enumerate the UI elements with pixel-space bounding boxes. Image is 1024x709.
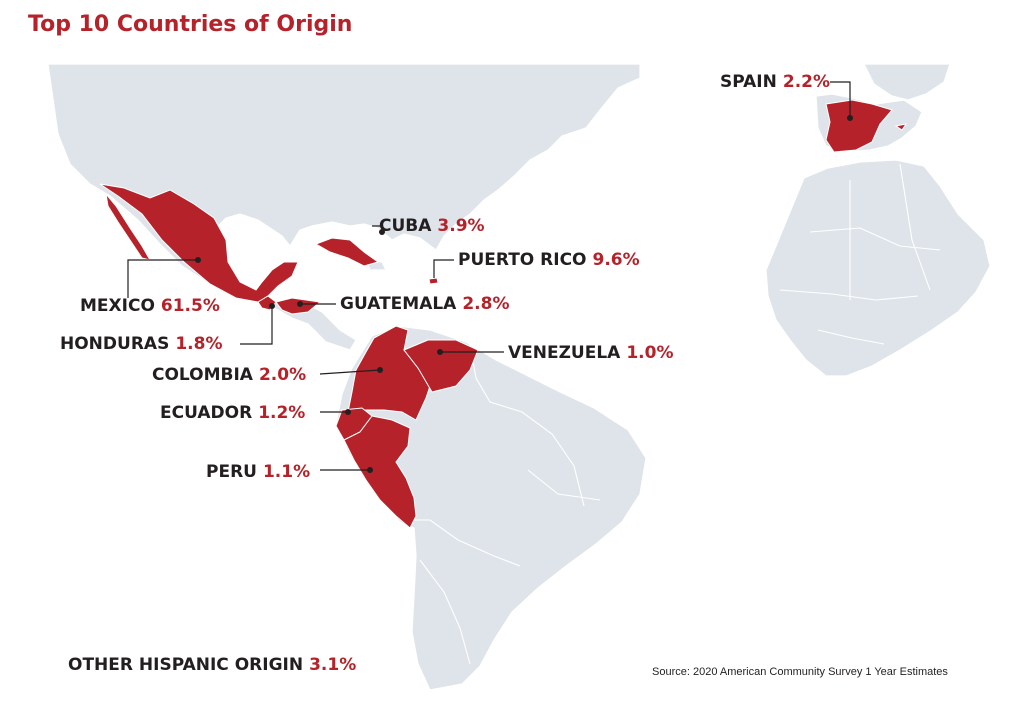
venezuela-name: VENEZUELA [508, 343, 621, 363]
mexico-marker [195, 257, 201, 263]
colombia-leader [319, 369, 381, 375]
colombia-marker [377, 367, 383, 373]
mexico-shape [99, 183, 299, 303]
colombia-shape [347, 325, 433, 421]
country-markers [195, 115, 853, 473]
label-cuba: CUBA 3.9% [379, 216, 485, 236]
label-honduras: HONDURAS 1.8% [60, 334, 222, 354]
other-name: OTHER HISPANIC ORIGIN [68, 655, 304, 675]
guatemala-percent: 2.8% [462, 294, 510, 314]
mexico-leader [127, 259, 198, 298]
peru-shape [343, 415, 417, 529]
mexico-name: MEXICO [80, 296, 155, 316]
spain-marker [847, 115, 853, 121]
label-peru: PERU 1.1% [206, 462, 310, 482]
leader-lines [127, 81, 851, 471]
label-mexico: MEXICO 61.5% [80, 296, 220, 316]
peru-marker [367, 467, 373, 473]
peru-percent: 1.1% [262, 462, 311, 482]
ecuador-percent: 1.2% [258, 403, 306, 423]
spain-percent: 2.2% [782, 72, 831, 92]
source-note: Source: 2020 American Community Survey 1… [652, 666, 948, 678]
spain-leader [830, 81, 851, 118]
venezuela-shape [403, 339, 479, 393]
puerto-rico-shape [428, 277, 439, 285]
honduras-name: HONDURAS [60, 334, 170, 354]
label-other-hispanic-origin: OTHER HISPANIC ORIGIN 3.1% [68, 655, 356, 675]
honduras-leader [240, 306, 273, 345]
label-puerto-rico: PUERTO RICO 9.6% [458, 250, 640, 270]
label-spain: SPAIN 2.2% [720, 72, 830, 92]
ecuador-marker [345, 409, 351, 415]
honduras-marker [269, 303, 275, 309]
colombia-percent: 2.0% [258, 365, 307, 385]
cuba-marker [379, 229, 385, 235]
cuba-percent: 3.9% [437, 216, 485, 236]
label-venezuela: VENEZUELA 1.0% [508, 343, 674, 363]
mexico-percent: 61.5% [160, 296, 220, 316]
puerto-rico-name: PUERTO RICO [458, 250, 587, 270]
cuba-name: CUBA [379, 216, 432, 236]
label-guatemala: GUATEMALA 2.8% [340, 294, 510, 314]
page-title: Top 10 Countries of Origin [28, 12, 353, 37]
spain-name: SPAIN [720, 72, 777, 92]
puerto-rico-percent: 9.6% [592, 250, 640, 270]
other-percent: 3.1% [309, 655, 357, 675]
africa-land [765, 159, 991, 377]
venezuela-marker [437, 349, 443, 355]
balearic-islands-shape [894, 123, 908, 131]
highlighted-countries [99, 99, 908, 529]
colombia-name: COLOMBIA [152, 365, 253, 385]
baja-california-shape [105, 192, 152, 261]
guatemala-marker [297, 301, 303, 307]
label-colombia: COLOMBIA 2.0% [152, 365, 306, 385]
honduras-percent: 1.8% [175, 334, 223, 354]
guatemala-name: GUATEMALA [340, 294, 457, 314]
label-ecuador: ECUADOR 1.2% [160, 403, 305, 423]
peru-name: PERU [206, 462, 257, 482]
spain-shape [825, 99, 893, 153]
venezuela-percent: 1.0% [626, 343, 674, 363]
puerto-rico-leader [433, 259, 454, 278]
greenland-land [863, 63, 951, 101]
ecuador-name: ECUADOR [160, 403, 253, 423]
cuba-shape [314, 237, 380, 267]
country-borders [400, 163, 941, 665]
